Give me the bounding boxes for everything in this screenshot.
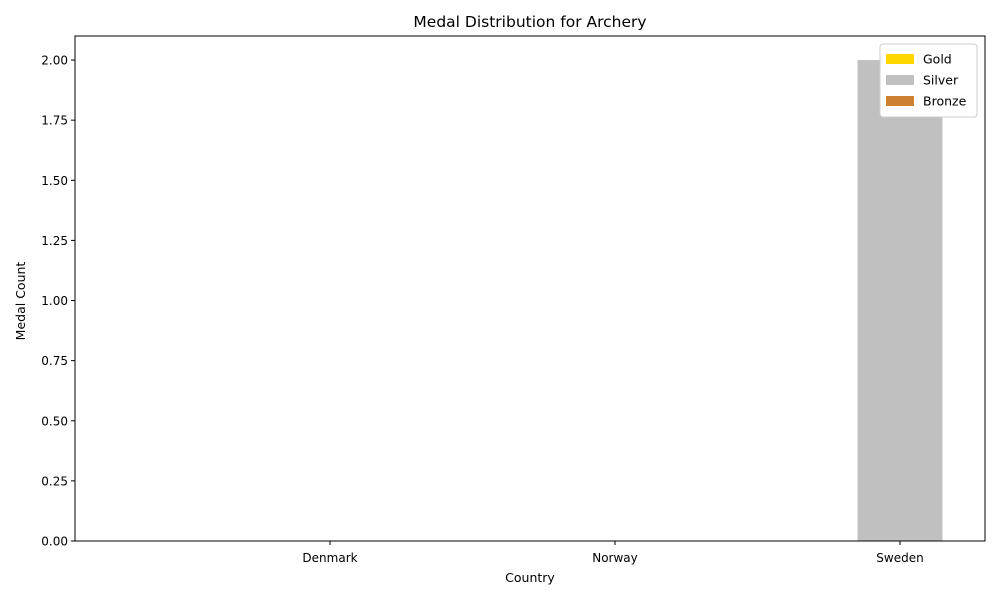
y-tick-label: 2.00 <box>41 54 68 68</box>
y-tick-label: 1.50 <box>41 174 68 188</box>
legend-label-bronze: Bronze <box>923 94 967 109</box>
bar-silver-sweden <box>857 60 943 542</box>
legend-swatch-gold <box>886 54 914 64</box>
plot-frame <box>74 35 986 542</box>
y-axis: 0.00 0.25 0.50 0.75 1.00 1.25 1.50 1.75 2.00 <box>41 54 75 549</box>
chart-title: Medal Distribution for Archery <box>413 13 646 31</box>
x-tick-label-sweden: Sweden <box>876 551 923 565</box>
legend-swatch-silver <box>886 75 914 85</box>
legend: Gold Silver Bronze <box>879 43 978 118</box>
y-tick-label: 0.50 <box>41 414 68 428</box>
legend-swatch-bronze <box>886 96 914 106</box>
y-tick-label: 1.75 <box>41 114 68 128</box>
y-axis-label: Medal Count <box>13 262 28 341</box>
y-tick-label: 0.25 <box>41 474 68 488</box>
x-tick-label-norway: Norway <box>592 551 638 565</box>
y-tick-label: 1.25 <box>41 234 68 248</box>
y-tick-label: 0.75 <box>41 354 68 368</box>
x-axis: Denmark Norway Sweden <box>302 541 924 565</box>
x-axis-label: Country <box>505 570 555 585</box>
legend-label-gold: Gold <box>923 52 952 67</box>
legend-label-silver: Silver <box>923 73 959 88</box>
y-tick-label: 0.00 <box>41 535 68 549</box>
x-tick-label-denmark: Denmark <box>302 551 357 565</box>
y-tick-label: 1.00 <box>41 294 68 308</box>
plot-area <box>74 35 986 542</box>
